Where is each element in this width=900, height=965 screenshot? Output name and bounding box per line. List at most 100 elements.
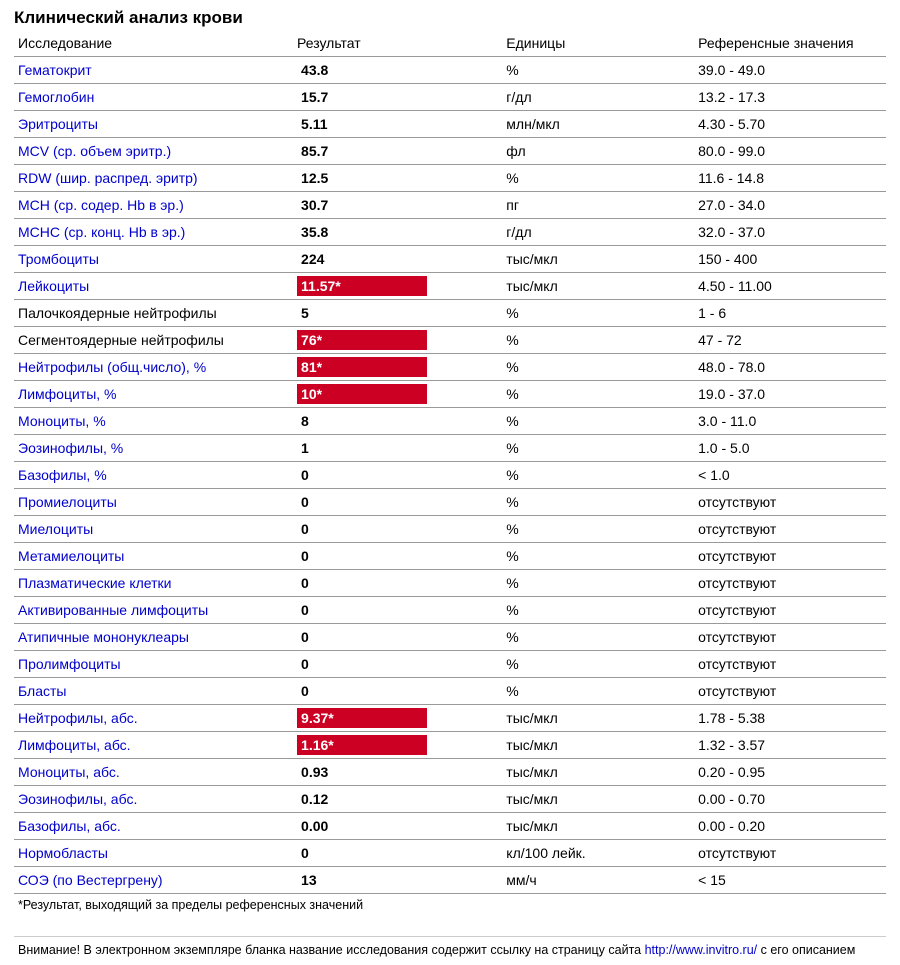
reference-cell: 4.50 - 11.00: [694, 273, 886, 300]
table-row: Палочкоядерные нейтрофилы5%1 - 6: [14, 300, 886, 327]
test-name[interactable]: Нейтрофилы (общ.число), %: [18, 359, 206, 375]
table-row: СОЭ (по Вестергрену)13мм/ч< 15: [14, 867, 886, 894]
reference-cell: 48.0 - 78.0: [694, 354, 886, 381]
test-name[interactable]: Бласты: [18, 683, 66, 699]
reference-cell: отсутствуют: [694, 624, 886, 651]
units-cell: г/дл: [502, 84, 694, 111]
result-value: 0: [297, 627, 317, 647]
result-value: 0: [297, 681, 317, 701]
test-name[interactable]: Лейкоциты: [18, 278, 89, 294]
test-name[interactable]: Моноциты, %: [18, 413, 106, 429]
table-row: Базофилы, %0%< 1.0: [14, 462, 886, 489]
test-name[interactable]: Метамиелоциты: [18, 548, 124, 564]
units-cell: %: [502, 165, 694, 192]
reference-cell: 3.0 - 11.0: [694, 408, 886, 435]
table-row: Лейкоциты11.57*тыс/мкл4.50 - 11.00: [14, 273, 886, 300]
result-value: 5.11: [297, 114, 335, 134]
table-body: Гематокрит43.8%39.0 - 49.0Гемоглобин15.7…: [14, 57, 886, 894]
test-name[interactable]: Эритроциты: [18, 116, 98, 132]
test-name[interactable]: Гемоглобин: [18, 89, 94, 105]
test-name[interactable]: Нормобласты: [18, 845, 108, 861]
reference-cell: отсутствуют: [694, 597, 886, 624]
table-row: Нейтрофилы (общ.число), %81*%48.0 - 78.0: [14, 354, 886, 381]
test-name[interactable]: MCV (ср. объем эритр.): [18, 143, 171, 159]
reference-cell: отсутствуют: [694, 516, 886, 543]
units-cell: тыс/мкл: [502, 786, 694, 813]
table-row: MCV (ср. объем эритр.)85.7фл80.0 - 99.0: [14, 138, 886, 165]
result-value: 0: [297, 519, 317, 539]
units-cell: %: [502, 543, 694, 570]
result-value: 0: [297, 654, 317, 674]
units-cell: %: [502, 300, 694, 327]
reference-cell: 27.0 - 34.0: [694, 192, 886, 219]
reference-cell: 1.78 - 5.38: [694, 705, 886, 732]
test-name[interactable]: Миелоциты: [18, 521, 93, 537]
test-name[interactable]: Плазматические клетки: [18, 575, 171, 591]
test-name[interactable]: Гематокрит: [18, 62, 92, 78]
units-cell: %: [502, 570, 694, 597]
units-cell: фл: [502, 138, 694, 165]
table-row: Сегментоядерные нейтрофилы76*%47 - 72: [14, 327, 886, 354]
table-row: Лимфоциты, абс.1.16*тыс/мкл1.32 - 3.57: [14, 732, 886, 759]
test-name[interactable]: Моноциты, абс.: [18, 764, 120, 780]
table-row: RDW (шир. распред. эритр)12.5%11.6 - 14.…: [14, 165, 886, 192]
table-row: Нормобласты0кл/100 лейк.отсутствуют: [14, 840, 886, 867]
table-row: Гемоглобин 15.7 г/дл13.2 - 17.3: [14, 84, 886, 111]
units-cell: пг: [502, 192, 694, 219]
test-name[interactable]: MCHC (ср. конц. Hb в эр.): [18, 224, 185, 240]
units-cell: тыс/мкл: [502, 759, 694, 786]
reference-cell: 1.0 - 5.0: [694, 435, 886, 462]
units-cell: мм/ч: [502, 867, 694, 894]
result-value: 5: [297, 303, 317, 323]
test-name[interactable]: Активированные лимфоциты: [18, 602, 208, 618]
table-row: MCH (ср. содер. Hb в эр.)30.7пг27.0 - 34…: [14, 192, 886, 219]
units-cell: %: [502, 408, 694, 435]
result-value: 8: [297, 411, 317, 431]
result-value: 0: [297, 573, 317, 593]
table-row: Эозинофилы, %1%1.0 - 5.0: [14, 435, 886, 462]
test-name[interactable]: Нейтрофилы, абс.: [18, 710, 138, 726]
reference-cell: отсутствуют: [694, 570, 886, 597]
result-value: 12.5: [297, 168, 336, 188]
units-cell: %: [502, 381, 694, 408]
test-name[interactable]: СОЭ (по Вестергрену): [18, 872, 163, 888]
table-row: MCHC (ср. конц. Hb в эр.)35.8г/дл32.0 - …: [14, 219, 886, 246]
units-cell: %: [502, 327, 694, 354]
test-name[interactable]: MCH (ср. содер. Hb в эр.): [18, 197, 184, 213]
reference-cell: 0.00 - 0.70: [694, 786, 886, 813]
notice-text: Внимание! В электронном экземпляре бланк…: [14, 937, 886, 957]
reference-cell: отсутствуют: [694, 651, 886, 678]
test-name[interactable]: Эозинофилы, %: [18, 440, 123, 456]
test-name[interactable]: RDW (шир. распред. эритр): [18, 170, 198, 186]
test-name[interactable]: Тромбоциты: [18, 251, 99, 267]
reference-cell: 13.2 - 17.3: [694, 84, 886, 111]
table-row: Эозинофилы, абс.0.12тыс/мкл0.00 - 0.70: [14, 786, 886, 813]
col-header-name: Исследование: [14, 32, 293, 57]
table-row: Тромбоциты224тыс/мкл150 - 400: [14, 246, 886, 273]
test-name[interactable]: Базофилы, %: [18, 467, 107, 483]
table-row: Плазматические клетки 0%отсутствуют: [14, 570, 886, 597]
table-row: Промиелоциты0%отсутствуют: [14, 489, 886, 516]
units-cell: млн/мкл: [502, 111, 694, 138]
test-name[interactable]: Базофилы, абс.: [18, 818, 121, 834]
reference-cell: 39.0 - 49.0: [694, 57, 886, 84]
table-row: Эритроциты5.11млн/мкл4.30 - 5.70: [14, 111, 886, 138]
table-row: Бласты0%отсутствуют: [14, 678, 886, 705]
notice-url[interactable]: http://www.invitro.ru/: [645, 943, 758, 957]
reference-cell: 1 - 6: [694, 300, 886, 327]
result-value: 85.7: [297, 141, 336, 161]
table-row: Нейтрофилы, абс.9.37*тыс/мкл1.78 - 5.38: [14, 705, 886, 732]
test-name[interactable]: Эозинофилы, абс.: [18, 791, 137, 807]
reference-cell: < 15: [694, 867, 886, 894]
reference-cell: 47 - 72: [694, 327, 886, 354]
test-name[interactable]: Атипичные мононуклеары: [18, 629, 189, 645]
result-value: 35.8: [297, 222, 336, 242]
test-name[interactable]: Лимфоциты, %: [18, 386, 116, 402]
test-name[interactable]: Пролимфоциты: [18, 656, 121, 672]
reference-cell: отсутствуют: [694, 543, 886, 570]
units-cell: г/дл: [502, 219, 694, 246]
result-value: 15.7: [297, 87, 336, 107]
test-name[interactable]: Промиелоциты: [18, 494, 117, 510]
test-name[interactable]: Лимфоциты, абс.: [18, 737, 131, 753]
result-value: 0: [297, 546, 317, 566]
